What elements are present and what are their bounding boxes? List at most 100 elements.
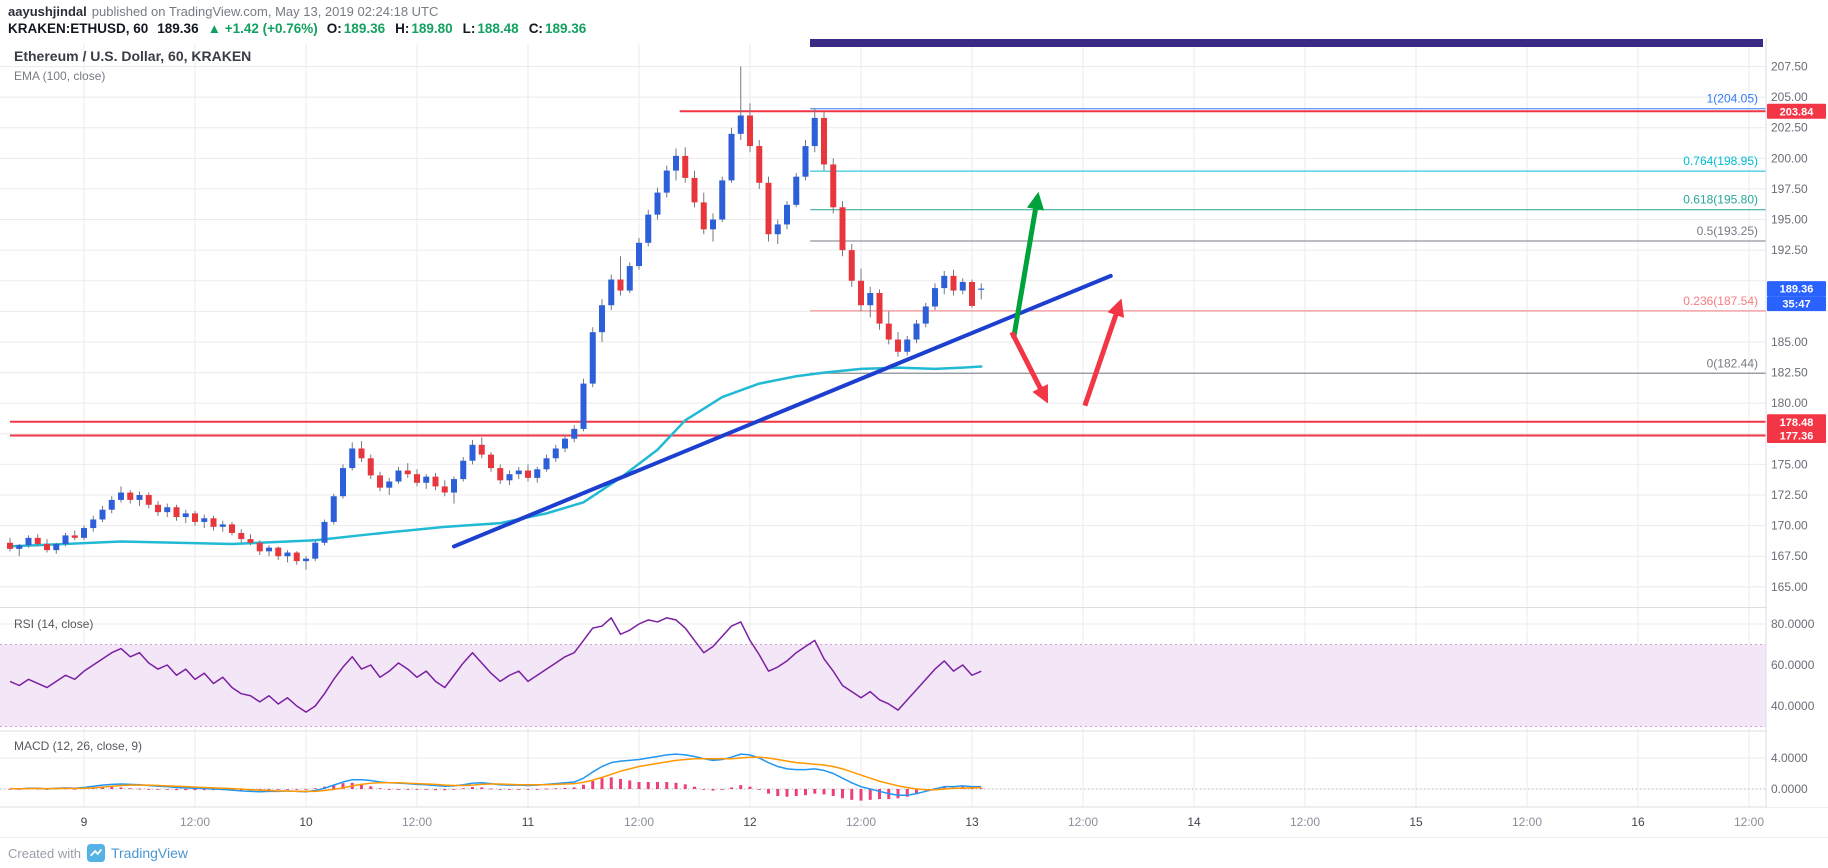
candle-body bbox=[645, 214, 652, 243]
macd-histogram-bar bbox=[905, 789, 909, 797]
price-tick-label: 165.00 bbox=[1771, 580, 1808, 594]
candle bbox=[284, 550, 291, 563]
candle-body bbox=[626, 266, 633, 291]
macd-histogram-bar bbox=[175, 789, 178, 791]
macd-histogram-bar bbox=[730, 787, 733, 789]
candle-body bbox=[53, 543, 60, 551]
candle-body bbox=[848, 250, 855, 281]
time-tick-label: 12:00 bbox=[1734, 815, 1764, 829]
candle-body bbox=[895, 339, 901, 352]
candle bbox=[636, 237, 642, 270]
candle bbox=[275, 546, 282, 560]
macd-histogram-bar bbox=[471, 787, 474, 789]
candle bbox=[377, 471, 383, 492]
candle bbox=[238, 529, 245, 543]
candle bbox=[858, 268, 864, 312]
candle-body bbox=[173, 507, 180, 518]
candle-body bbox=[423, 476, 430, 483]
macd-histogram-bar bbox=[239, 789, 243, 791]
time-tick-label: 12:00 bbox=[1512, 815, 1542, 829]
macd-histogram-bar bbox=[665, 782, 669, 789]
candle-body bbox=[451, 479, 457, 493]
macd-histogram-bar bbox=[693, 786, 696, 789]
candle bbox=[895, 332, 901, 357]
candle-body bbox=[885, 323, 892, 340]
candle bbox=[182, 509, 189, 524]
ema-indicator-label: EMA (100, close) bbox=[14, 69, 106, 83]
macd-histogram-bar bbox=[443, 789, 447, 791]
ema-line bbox=[8, 365, 983, 548]
macd-histogram-bar bbox=[193, 789, 197, 791]
macd-histogram-bar bbox=[896, 789, 900, 799]
price-tick-label: 170.00 bbox=[1771, 519, 1808, 533]
fib-level-label: 0(182.44) bbox=[1707, 356, 1758, 370]
candle-body bbox=[765, 182, 772, 235]
macd-histogram-bar bbox=[332, 784, 336, 789]
candle-body bbox=[488, 454, 494, 469]
macd-histogram-bar bbox=[554, 788, 558, 790]
candle bbox=[904, 335, 911, 356]
candle-body bbox=[90, 519, 97, 529]
time-tick-label: 12:00 bbox=[846, 815, 876, 829]
candle bbox=[432, 472, 439, 491]
candle-body bbox=[219, 524, 226, 527]
candle bbox=[534, 466, 541, 483]
candle bbox=[765, 176, 772, 242]
candle bbox=[441, 480, 448, 497]
macd-histogram-bar bbox=[915, 789, 918, 794]
candle bbox=[932, 283, 938, 311]
candle-body bbox=[599, 305, 605, 333]
macd-histogram-bar bbox=[979, 788, 983, 790]
price-badge-label: 203.84 bbox=[1780, 106, 1815, 118]
red-arrow bbox=[1009, 331, 1049, 404]
candle-body bbox=[571, 428, 578, 439]
price-tick-label: 182.50 bbox=[1771, 366, 1808, 380]
candle-body bbox=[303, 558, 309, 562]
macd-histogram-bar bbox=[646, 782, 650, 789]
price-badge bbox=[1767, 103, 1826, 119]
price-badge-label: 189.36 bbox=[1780, 284, 1814, 296]
fib-level-label: 1(204.05) bbox=[1707, 92, 1758, 106]
candle bbox=[830, 158, 837, 214]
symbol-title: KRAKEN:ETHUSD, 60 bbox=[8, 21, 149, 36]
macd-histogram-bar bbox=[794, 789, 798, 796]
candle bbox=[478, 437, 485, 459]
candle-body bbox=[145, 495, 152, 505]
author-name: aayushjindal bbox=[8, 4, 87, 19]
macd-histogram-bar bbox=[656, 782, 659, 789]
macd-histogram-bar bbox=[813, 789, 817, 794]
candle bbox=[71, 530, 78, 541]
candle bbox=[543, 454, 550, 472]
candle-body bbox=[395, 470, 402, 482]
candle bbox=[811, 108, 818, 153]
candle-body bbox=[876, 292, 883, 324]
candle-body bbox=[552, 448, 559, 459]
price-tick-label: 202.50 bbox=[1771, 121, 1808, 135]
candle bbox=[793, 173, 800, 208]
macd-histogram-bar bbox=[110, 787, 114, 789]
candle-body bbox=[525, 470, 531, 478]
macd-histogram-bar bbox=[748, 786, 752, 789]
candle bbox=[821, 111, 827, 171]
candle-body bbox=[377, 475, 383, 488]
candle-body bbox=[340, 468, 346, 497]
candle bbox=[608, 274, 615, 311]
time-tick-label: 12:00 bbox=[402, 815, 432, 829]
candle bbox=[164, 503, 171, 518]
macd-histogram-bar bbox=[582, 784, 585, 789]
candle-body bbox=[497, 468, 504, 481]
candle-body bbox=[155, 504, 161, 513]
symbol-info-line: KRAKEN:ETHUSD, 60 189.36 ▲ +1.42 (+0.76%… bbox=[8, 20, 1828, 38]
candle-body bbox=[978, 288, 985, 290]
price-tick-label: 172.50 bbox=[1771, 488, 1808, 502]
candle bbox=[62, 532, 69, 547]
fib-level-label: 0.5(193.25) bbox=[1697, 224, 1758, 238]
candle-body bbox=[756, 146, 763, 183]
macd-histogram-bar bbox=[859, 789, 863, 801]
macd-histogram-bar bbox=[841, 789, 844, 799]
price-tick-label: 200.00 bbox=[1771, 151, 1808, 165]
candle-body bbox=[330, 496, 337, 522]
candle-body bbox=[136, 495, 143, 500]
candle bbox=[589, 327, 596, 388]
tradingview-brand: TradingView bbox=[110, 845, 189, 861]
